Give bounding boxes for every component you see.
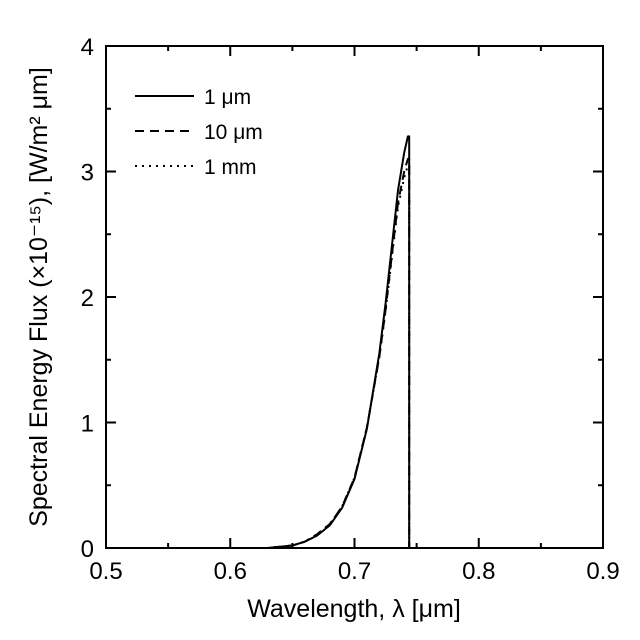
axis-tick-labels: 0.5 0.6 0.7 0.8 0.9 0 1 2 3 4 (81, 34, 620, 585)
x-tick-label: 0.9 (586, 558, 619, 585)
x-tick-label: 0.5 (89, 558, 122, 585)
x-tick-label: 0.6 (214, 558, 247, 585)
legend-label-3: 1 mm (204, 156, 257, 179)
spectral-flux-chart: 0.5 0.6 0.7 0.8 0.9 0 1 2 3 4 1 μm 10 μm 1 mm Wavel… (0, 0, 640, 640)
axis-ticks (106, 46, 603, 548)
y-tick-label: 1 (81, 411, 94, 438)
plot-frame (106, 46, 603, 548)
series-line-2 (106, 159, 409, 548)
y-tick-label: 0 (81, 536, 94, 563)
y-tick-label: 2 (81, 285, 94, 312)
legend: 1 μm 10 μm 1 mm (135, 86, 263, 179)
x-axis-label: Wavelength, λ [μm] (247, 595, 461, 623)
y-tick-label: 3 (81, 160, 94, 187)
series-line-1 (106, 136, 409, 548)
y-axis-label: Spectral Energy Flux (×10⁻¹⁵), [W/m² μm] (25, 67, 53, 527)
legend-label-1: 1 μm (204, 86, 251, 109)
series-line-3 (106, 165, 409, 548)
y-tick-label: 4 (81, 34, 94, 61)
x-tick-label: 0.7 (338, 558, 371, 585)
x-tick-label: 0.8 (462, 558, 495, 585)
legend-label-2: 10 μm (204, 121, 263, 144)
data-series (106, 136, 409, 548)
